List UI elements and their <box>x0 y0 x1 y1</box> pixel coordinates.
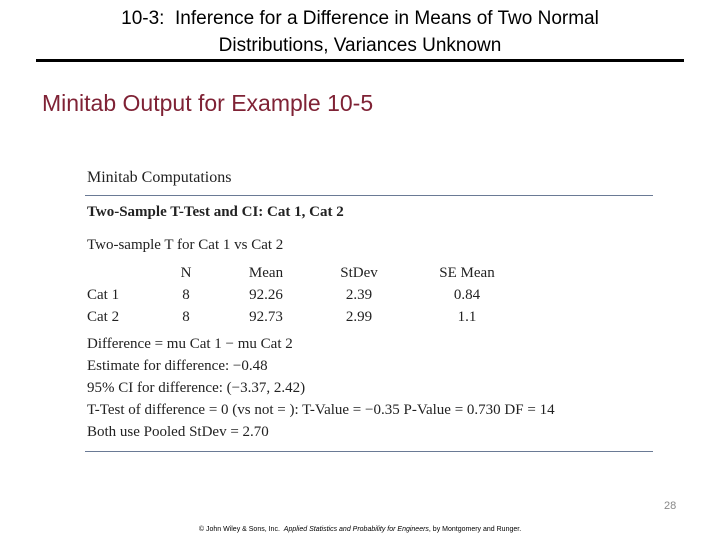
intro: Two-sample T for Cat 1 vs Cat 2 <box>87 237 284 253</box>
cell: 2.39 <box>345 287 373 303</box>
bottom-rule <box>85 451 653 452</box>
cell: 1.1 <box>457 309 477 325</box>
footer: © John Wiley & Sons, Inc. Applied Statis… <box>0 526 720 533</box>
cell: 8 <box>182 309 190 325</box>
cell: 92.73 <box>249 309 283 325</box>
column-header: N <box>180 265 192 281</box>
footer-book: Applied Statistics and Probability for E… <box>283 526 429 533</box>
column-header: SE Mean <box>439 265 495 281</box>
result-line: Estimate for difference: −0.48 <box>87 358 268 374</box>
cell: 0.84 <box>453 287 481 303</box>
subtitle: Minitab Output for Example 10-5 <box>42 90 374 116</box>
test-title: Two-Sample T-Test and CI: Cat 1, Cat 2 <box>87 204 344 220</box>
cell: 92.26 <box>249 287 283 303</box>
column-header: StDev <box>340 265 378 281</box>
column-header: Mean <box>248 265 284 281</box>
page-number: 28 <box>664 500 677 512</box>
result-line: Both use Pooled StDev = 2.70 <box>87 424 269 440</box>
title-line: Distributions, Variances Unknown <box>218 35 502 56</box>
top-rule <box>85 195 653 196</box>
footer-text: © John Wiley & Sons, Inc. <box>198 526 284 533</box>
title-line: 10-3: Inference for a Difference in Mean… <box>121 8 599 29</box>
row-label: Cat 2 <box>87 309 120 325</box>
result-line: Difference = mu Cat 1 − mu Cat 2 <box>87 336 293 352</box>
footer-text: , by Montgomery and Runger. <box>428 526 522 533</box>
cell: 8 <box>182 287 190 303</box>
cell: 2.99 <box>345 309 373 325</box>
result-line: 95% CI for difference: (−3.37, 2.42) <box>87 380 306 396</box>
row-label: Cat 1 <box>87 287 120 303</box>
result-line: T-Test of difference = 0 (vs not = ): T-… <box>87 402 555 418</box>
output-heading: Minitab Computations <box>87 169 232 186</box>
title-rule <box>36 59 684 62</box>
